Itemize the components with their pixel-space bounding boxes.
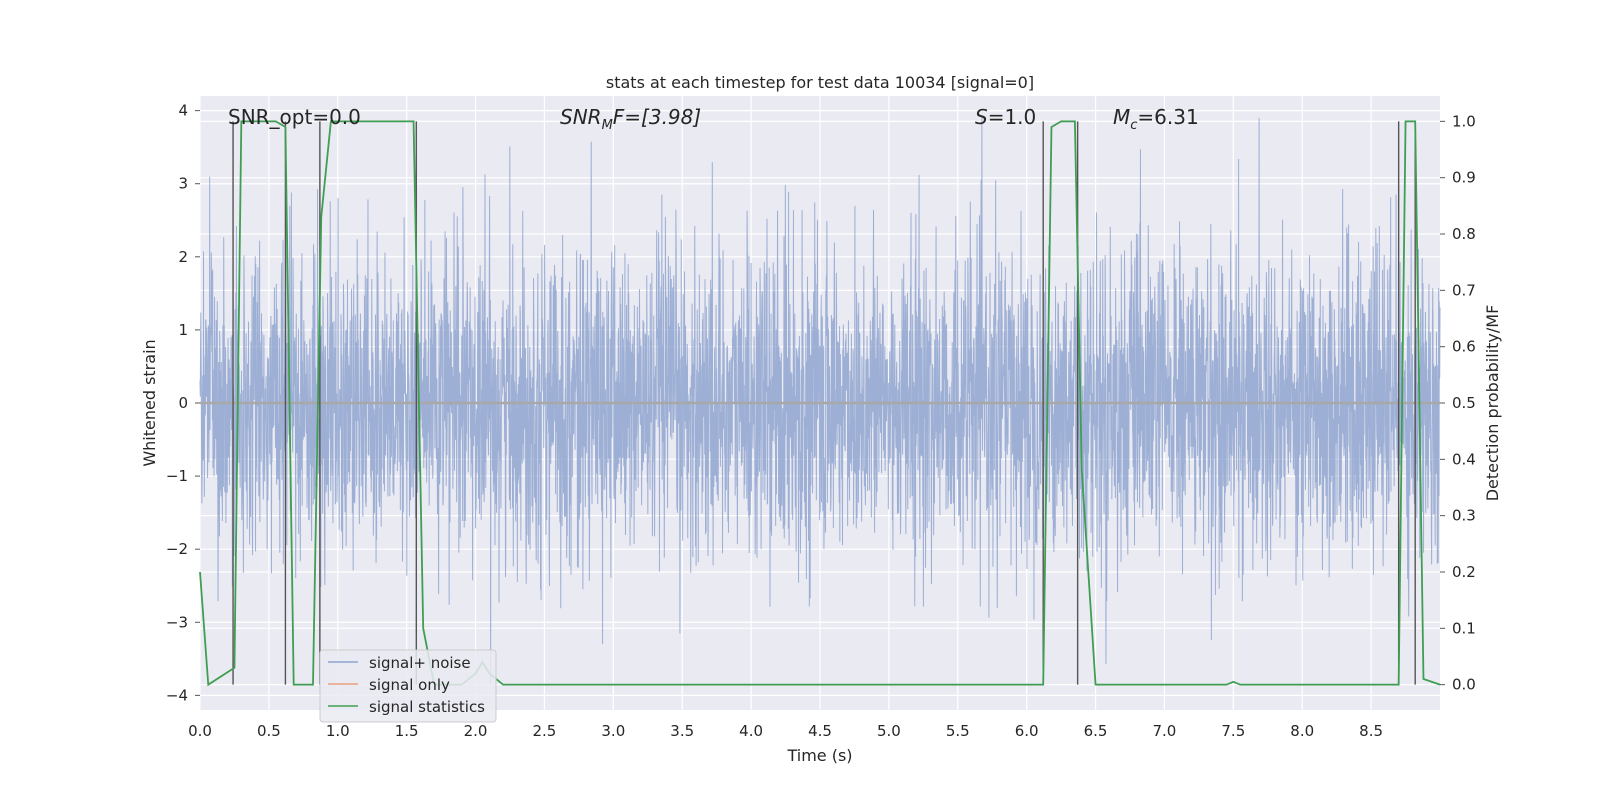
y-tick-label: 2 (178, 248, 188, 266)
y2-tick-label: 0.4 (1452, 450, 1476, 468)
y2-tick-label: 0.3 (1452, 507, 1476, 525)
y-tick-label: 4 (178, 102, 188, 120)
y2-tick-label: 0.6 (1452, 338, 1476, 356)
line-signal-statistics (199, 120, 1441, 687)
y-tick-label: 0 (178, 394, 188, 412)
annotation-snr-opt: SNR_opt=0.0 (228, 105, 361, 129)
x-tick-label: 0.0 (188, 722, 212, 740)
y-tick-label: 3 (178, 175, 188, 193)
legend: signal+ noise signal only signal statist… (319, 649, 497, 723)
y2-tick-label: 0.0 (1452, 676, 1476, 694)
annotation-s: S=1.0 (975, 105, 1036, 129)
legend-label-signal-only: signal only (369, 676, 450, 694)
legend-label-signal-noise: signal+ noise (369, 654, 471, 672)
x-tick-label: 4.5 (808, 722, 832, 740)
x-tick-label: 1.5 (395, 722, 419, 740)
x-tick-label: 4.0 (739, 722, 763, 740)
legend-box (319, 649, 497, 723)
x-tick-label: 8.0 (1290, 722, 1314, 740)
x-tick-label: 6.5 (1084, 722, 1108, 740)
y2-tick-label: 0.7 (1452, 281, 1476, 299)
chart-title: stats at each timestep for test data 100… (606, 73, 1034, 92)
x-tick-label: 3.5 (670, 722, 694, 740)
y2-tick-label: 0.1 (1452, 619, 1476, 637)
x-tick-label: 1.0 (326, 722, 350, 740)
x-tick-label: 2.5 (533, 722, 557, 740)
y-axis-label: Whitened strain (140, 339, 159, 466)
y2-tick-label: 0.8 (1452, 225, 1476, 243)
y2-tick-label: 1.0 (1452, 112, 1476, 130)
y2-tick-label: 0.9 (1452, 169, 1476, 187)
y2-axis-ticks: 1.0 0.9 0.8 0.7 0.6 0.5 0.4 0.3 0.2 0.1 0.0 (1440, 112, 1476, 694)
x-tick-label: 3.0 (601, 722, 625, 740)
x-tick-label: 2.0 (464, 722, 488, 740)
annotation-mc: Mc=6.31 (1113, 105, 1199, 133)
annotation-snr-mf: SNRMF=[3.98] (560, 105, 701, 133)
y2-axis-label: Detection probability/MF (1483, 305, 1502, 502)
y-tick-label: −4 (166, 686, 188, 704)
x-tick-label: 8.5 (1359, 722, 1383, 740)
x-axis-ticks: 0.0 0.5 1.0 1.5 2.0 2.5 3.0 3.5 4.0 4.5 5.0 5.5 6.0 6… (188, 722, 1383, 740)
x-tick-label: 0.5 (257, 722, 281, 740)
series-signal-noise (199, 117, 1441, 685)
x-tick-label: 5.0 (877, 722, 901, 740)
y2-tick-label: 0.2 (1452, 563, 1476, 581)
y-tick-label: −2 (166, 540, 188, 558)
y-tick-label: 1 (178, 321, 188, 339)
x-tick-label: 7.0 (1153, 722, 1177, 740)
y-axis-ticks: 4 3 2 1 0 −1 −2 −3 −4 (166, 102, 200, 704)
series-signal-statistics (199, 120, 1441, 687)
x-tick-label: 7.5 (1221, 722, 1245, 740)
legend-label-signal-statistics: signal statistics (369, 698, 485, 716)
y2-tick-label: 0.5 (1452, 394, 1476, 412)
y-tick-label: −1 (166, 467, 188, 485)
y-tick-label: −3 (166, 613, 188, 631)
x-tick-label: 5.5 (946, 722, 970, 740)
vertical-markers (232, 121, 1416, 685)
x-axis-label: Time (s) (786, 746, 852, 765)
line-signal-noise (199, 117, 1441, 685)
x-tick-label: 6.0 (1015, 722, 1039, 740)
